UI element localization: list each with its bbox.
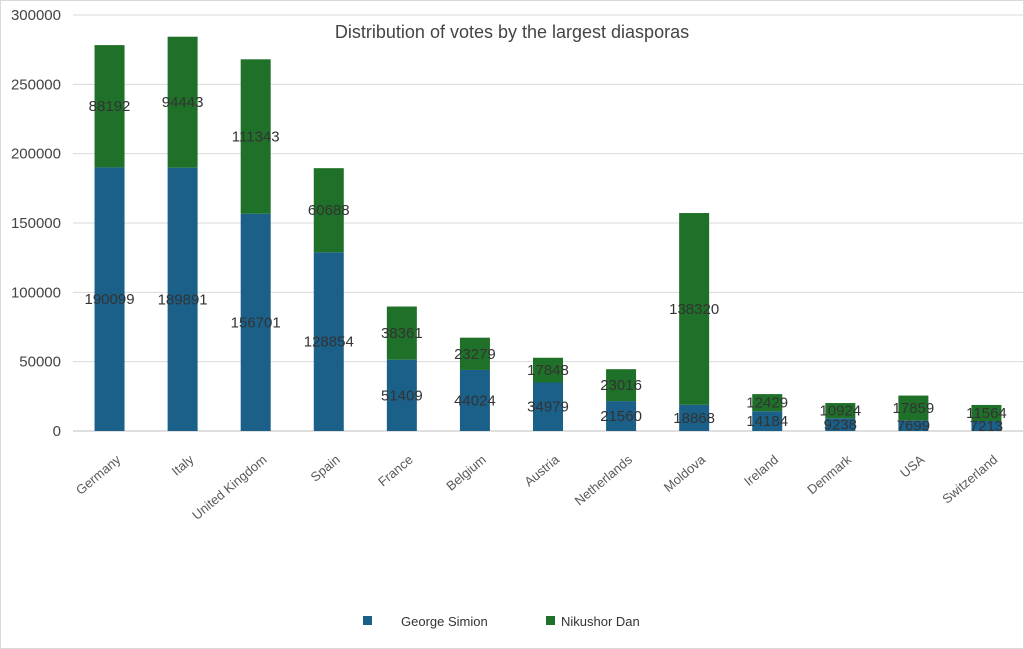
data-label: 111343 xyxy=(232,129,280,146)
bar-george-simion xyxy=(971,420,1002,431)
data-label: 10924 xyxy=(819,403,861,420)
data-label: 88192 xyxy=(89,98,131,115)
data-label: 38361 xyxy=(381,325,423,342)
bar-george-simion xyxy=(752,411,783,431)
bar-george-simion xyxy=(167,167,198,431)
data-label: 138320 xyxy=(669,301,719,318)
data-label: 44024 xyxy=(454,392,496,409)
data-label: 23279 xyxy=(454,346,496,363)
x-tick-label: Ireland xyxy=(741,452,781,489)
data-label: 18868 xyxy=(673,410,715,427)
bar-george-simion xyxy=(606,401,637,431)
x-tick-label: France xyxy=(375,452,416,490)
bar-nikushor-dan xyxy=(752,394,783,412)
bar-george-simion xyxy=(533,382,563,431)
bar-george-simion xyxy=(825,418,856,431)
y-tick-label: 0 xyxy=(53,423,61,440)
bar-george-simion xyxy=(313,252,344,431)
y-tick-label: 50000 xyxy=(19,354,61,371)
bar-nikushor-dan xyxy=(94,45,125,168)
data-label: 11564 xyxy=(966,405,1007,422)
data-label: 12429 xyxy=(746,395,788,412)
bar-nikushor-dan xyxy=(459,337,490,370)
y-tick-label: 300000 xyxy=(11,7,61,24)
legend: George Simion Nikushor Dan xyxy=(363,614,640,629)
bar-nikushor-dan xyxy=(386,306,417,360)
legend-label: George Simion xyxy=(401,614,488,629)
x-tick-label: Netherlands xyxy=(572,451,636,508)
y-tick-label: 100000 xyxy=(11,284,61,301)
data-label: 34979 xyxy=(527,399,569,416)
bar-george-simion xyxy=(386,359,417,431)
bar-nikushor-dan xyxy=(606,369,637,402)
x-tick-label: Austria xyxy=(521,451,562,489)
legend-label: Nikushor Dan xyxy=(561,614,640,629)
data-label: 17848 xyxy=(527,362,569,379)
data-label: 60688 xyxy=(308,202,350,219)
chart-title: Distribution of votes by the largest dia… xyxy=(335,22,689,42)
data-label: 156701 xyxy=(231,314,281,331)
bar-nikushor-dan xyxy=(971,404,1002,421)
x-tick-label: Spain xyxy=(308,452,343,485)
bars xyxy=(94,36,1002,431)
data-label: 7699 xyxy=(897,418,930,435)
y-tick-label: 250000 xyxy=(11,76,61,93)
bar-nikushor-dan xyxy=(898,395,929,421)
bar-nikushor-dan xyxy=(825,403,856,419)
bar-george-simion xyxy=(459,369,490,431)
bar-nikushor-dan xyxy=(240,59,271,214)
data-label: 128854 xyxy=(304,334,354,351)
data-label: 23016 xyxy=(600,377,642,394)
legend-swatch xyxy=(363,616,372,625)
bar-george-simion xyxy=(679,404,710,431)
data-label: 94443 xyxy=(162,94,204,111)
x-tick-label: United Kingdom xyxy=(189,452,270,523)
bar-nikushor-dan xyxy=(313,168,344,253)
x-tick-label: USA xyxy=(897,452,927,481)
bar-george-simion xyxy=(898,420,929,431)
data-label: 51409 xyxy=(381,387,423,404)
bar-nikushor-dan xyxy=(679,213,710,405)
x-tick-label: Belgium xyxy=(443,452,489,494)
x-tick-label: Switzerland xyxy=(939,452,1000,507)
data-label: 14184 xyxy=(746,413,788,430)
x-tick-label: Italy xyxy=(169,451,197,478)
data-label: 7213 xyxy=(970,418,1003,435)
data-label: 190099 xyxy=(85,291,135,308)
data-labels: 190099 88192 189891 94443 156701 111343 128854… xyxy=(85,94,1007,435)
bar-george-simion xyxy=(94,167,125,431)
gridlines xyxy=(73,14,1023,432)
y-axis: 0 50000 100000 150000 200000 250000 300000 xyxy=(11,7,61,440)
data-label: 9238 xyxy=(824,417,857,434)
x-tick-label: Denmark xyxy=(804,451,854,497)
x-tick-label: Moldova xyxy=(661,451,709,495)
bar-george-simion xyxy=(240,213,271,431)
x-tick-label: Germany xyxy=(73,451,124,497)
data-label: 21560 xyxy=(600,408,642,425)
bar-nikushor-dan xyxy=(533,357,563,383)
data-label: 189891 xyxy=(158,291,208,308)
y-tick-label: 150000 xyxy=(11,215,61,232)
bar-nikushor-dan xyxy=(167,36,198,168)
y-tick-label: 200000 xyxy=(11,146,61,163)
data-label: 17859 xyxy=(893,400,935,417)
legend-swatch xyxy=(546,616,555,625)
